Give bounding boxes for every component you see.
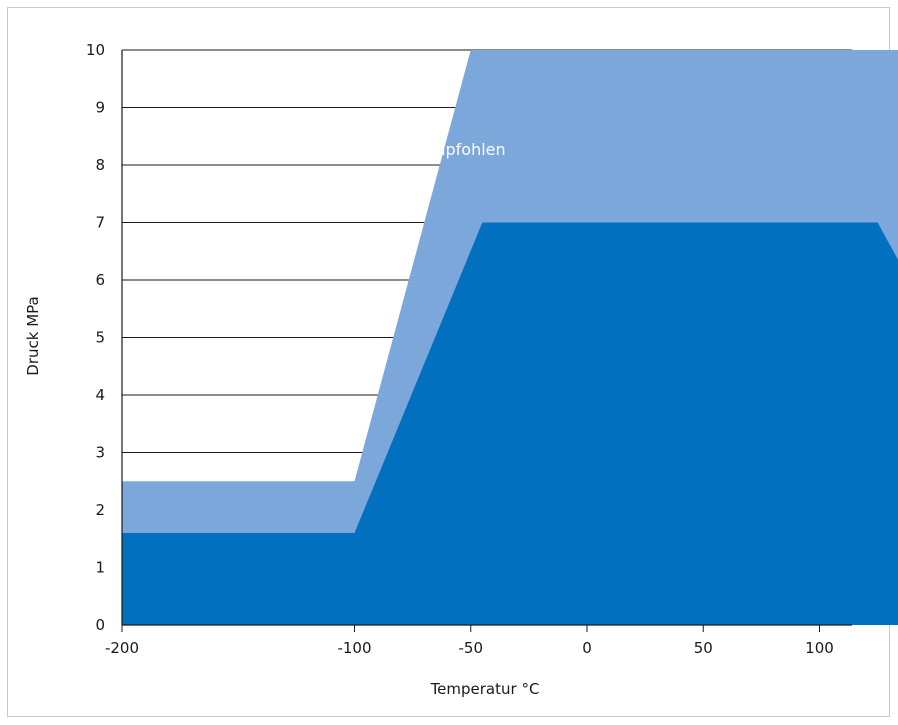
y-tick-label-6: 6 <box>95 271 105 289</box>
y-axis-title: Druck MPa <box>24 296 42 375</box>
area-annotation: Rückfrage empfohlen <box>334 140 505 159</box>
y-tick-label-3: 3 <box>95 444 105 462</box>
x-tick-label--50: -50 <box>459 639 484 657</box>
x-tick-label--200: -200 <box>105 639 139 657</box>
labels: Temperatur °C Druck MPa Rückfrage empfoh… <box>24 140 539 698</box>
y-tick-label-1: 1 <box>95 559 105 577</box>
y-tick-label-4: 4 <box>95 386 105 404</box>
y-tick-label-10: 10 <box>86 41 105 59</box>
y-tick-label-0: 0 <box>95 616 105 634</box>
y-tick-label-7: 7 <box>95 214 105 232</box>
x-tick-label-100: 100 <box>805 639 834 657</box>
x-axis-title: Temperatur °C <box>430 680 540 698</box>
data-areas <box>122 50 898 625</box>
y-tick-label-5: 5 <box>95 329 105 347</box>
x-tick-label--100: -100 <box>337 639 371 657</box>
inner-area <box>122 222 898 625</box>
y-tick-label-9: 9 <box>95 99 105 117</box>
axes: 012345678910-200-100-5005010015020025030… <box>86 41 852 657</box>
x-tick-label-50: 50 <box>694 639 713 657</box>
x-tick-label-0: 0 <box>582 639 592 657</box>
y-tick-label-8: 8 <box>95 156 105 174</box>
y-tick-label-2: 2 <box>95 501 105 519</box>
